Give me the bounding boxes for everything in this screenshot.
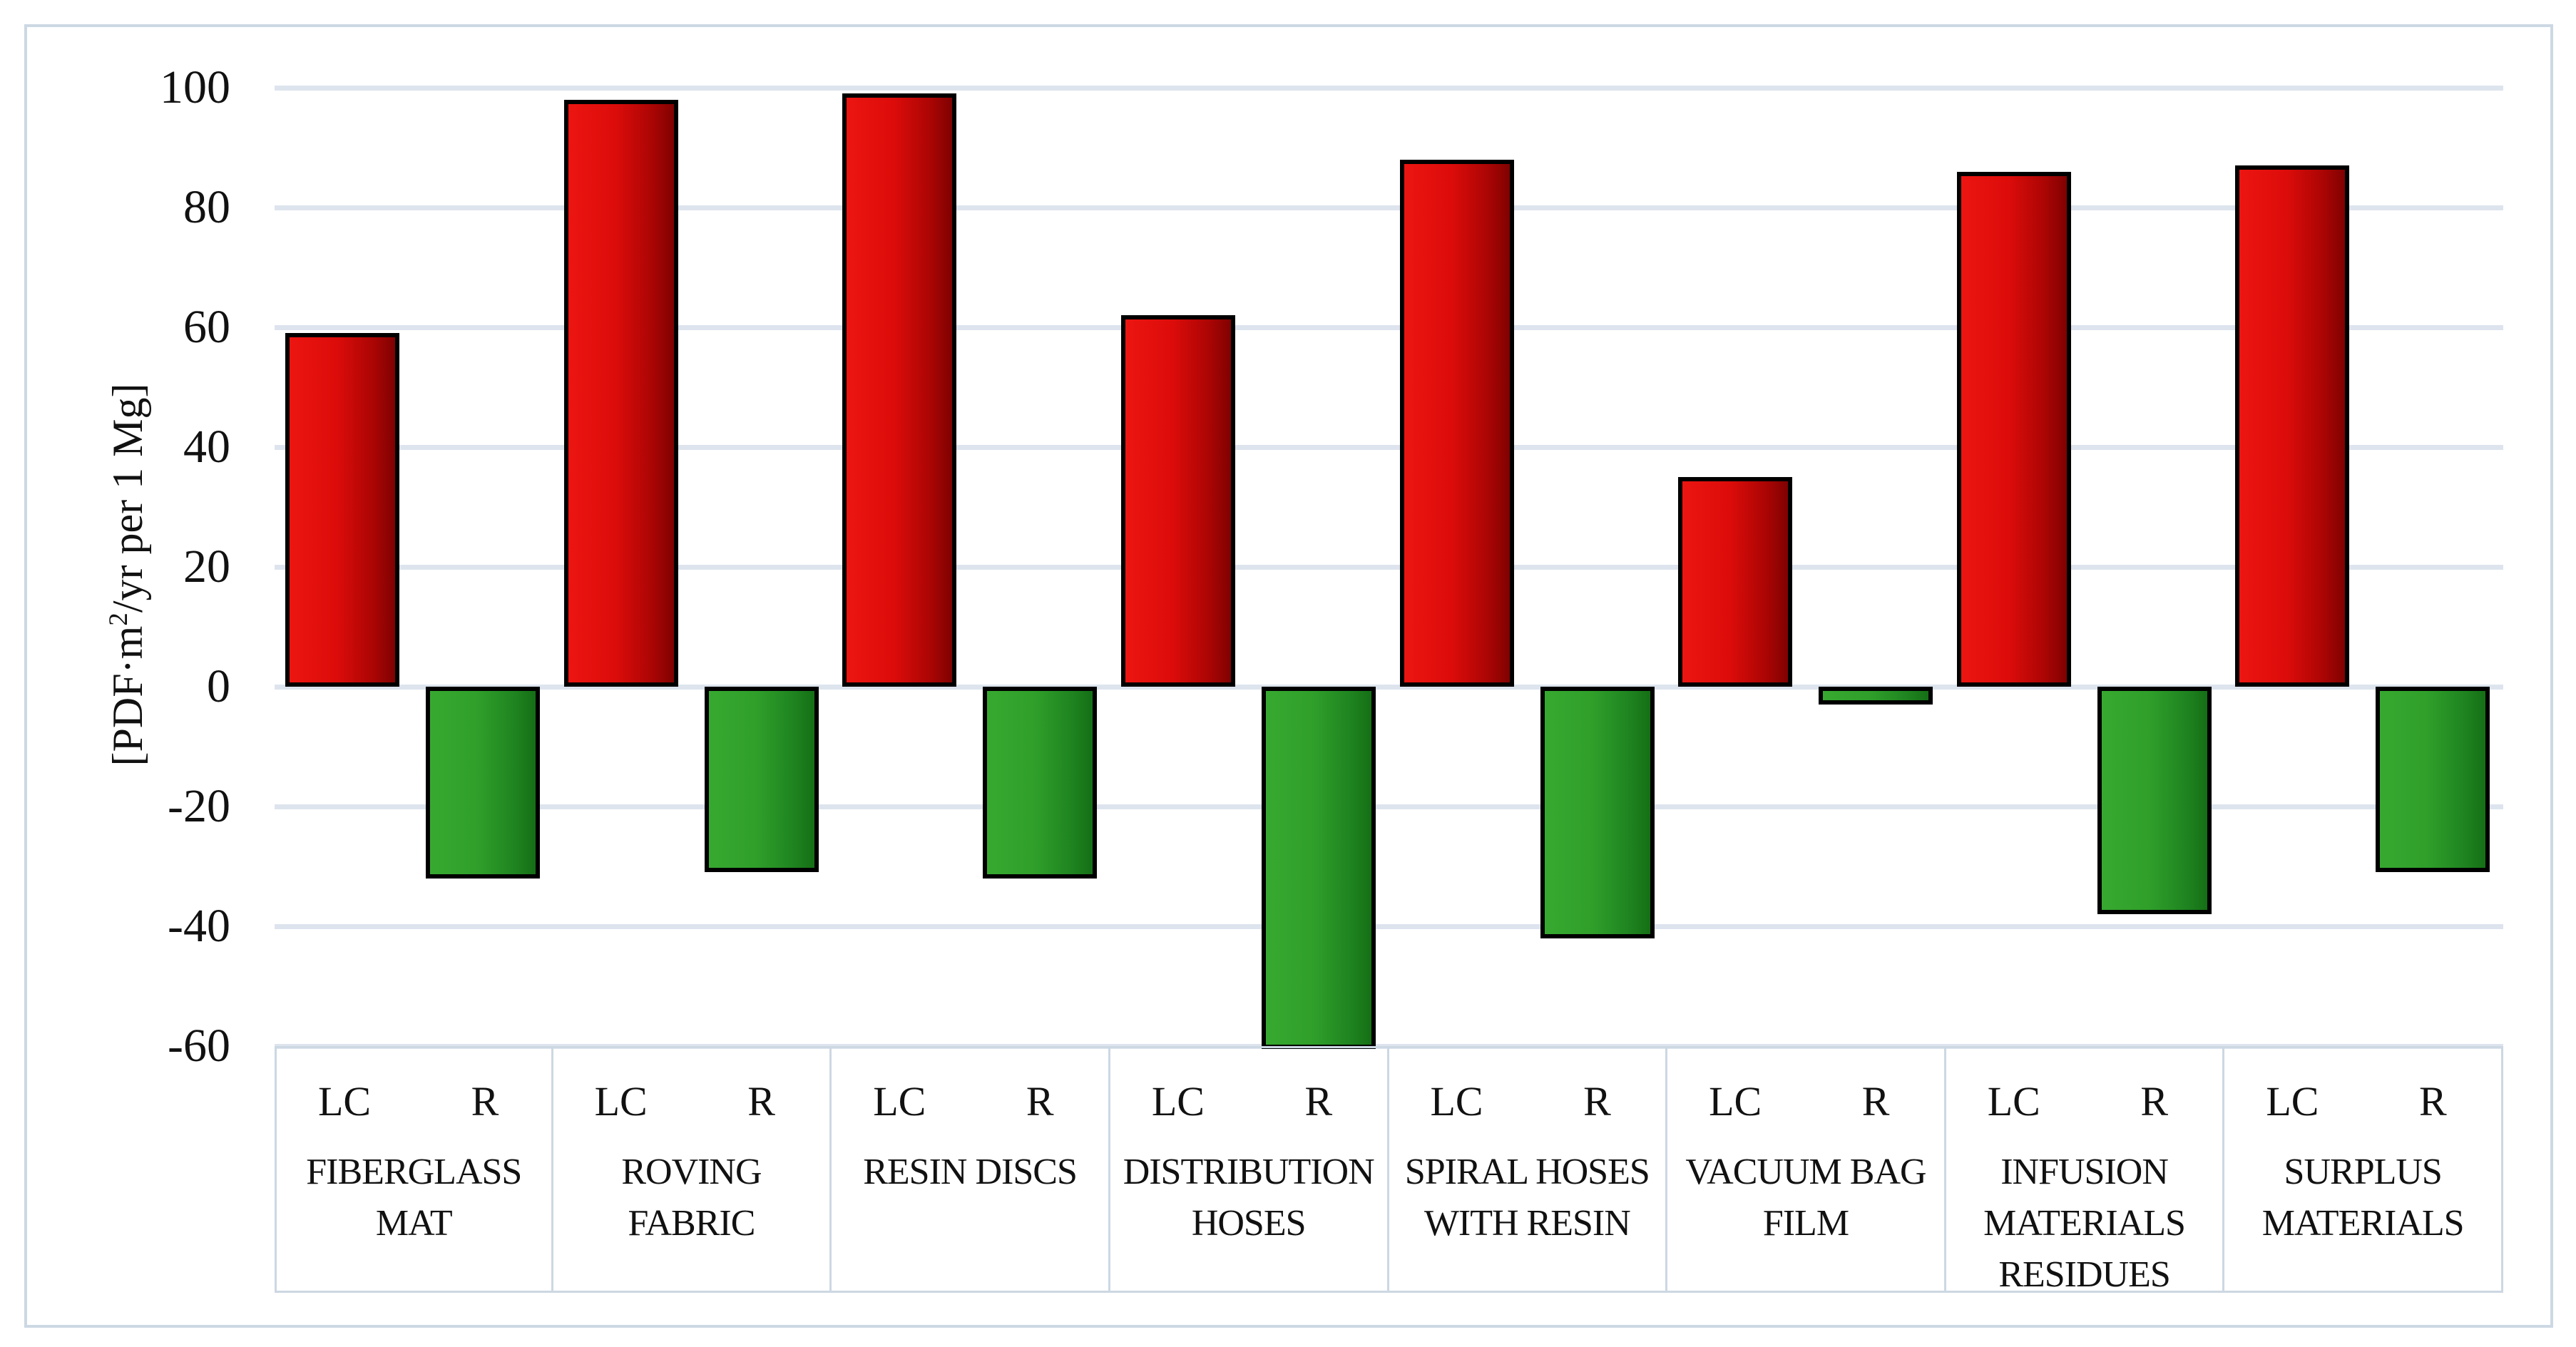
category-cell-1: LC R FIBERGLASS MAT (275, 1048, 553, 1291)
gridline-20 (275, 565, 2503, 570)
r-bar-6 (1819, 687, 1933, 705)
category-label-3: RESIN DISCS (836, 1147, 1104, 1198)
gridline-40 (275, 445, 2503, 450)
chart-figure: [PDF·m2/yr per 1 Mg] 100 80 60 40 20 0 -20 -40-… (24, 24, 2553, 1328)
category-label-line: FIBERGLASS (306, 1152, 522, 1192)
category-label-line: DISTRIBUTION (1123, 1152, 1375, 1192)
r-bar-1 (426, 687, 540, 879)
lc-series-label-6: LC (1709, 1078, 1762, 1125)
y-tick-label-100: 100 (160, 61, 230, 113)
category-label-line: ROVING (621, 1152, 762, 1192)
category-label-5: SPIRAL HOSES WITH RESIN (1394, 1147, 1662, 1249)
r-series-label-1: R (471, 1078, 499, 1125)
r-series-label-5: R (1583, 1078, 1611, 1125)
category-cell-4: LC R DISTRIBUTION HOSES (1110, 1048, 1389, 1291)
lc-bar-8 (2235, 165, 2350, 687)
lc-series-label-2: LC (594, 1078, 648, 1125)
y-tick-label--40: -40 (168, 900, 230, 952)
y-tick-label-60: 60 (183, 301, 230, 353)
gridline-0 (275, 685, 2503, 690)
category-cell-7: LC R INFUSION MATERIALS RESIDUES (1946, 1048, 2225, 1295)
category-label-2: ROVING FABRIC (558, 1147, 826, 1249)
category-label-line: MATERIALS (1983, 1203, 2186, 1244)
y-tick-label-40: 40 (183, 421, 230, 473)
y-tick-label-80: 80 (183, 181, 230, 233)
lc-bar-5 (1399, 159, 1514, 687)
r-series-label-2: R (747, 1078, 775, 1125)
r-series-label-8: R (2419, 1078, 2447, 1125)
category-axis: LC R FIBERGLASS MAT LC R ROVING FABRIC LC R RESIN … (275, 1046, 2503, 1295)
category-cell-2: LC R ROVING FABRIC (553, 1048, 832, 1291)
r-bar-3 (983, 687, 1098, 879)
category-cell-3: LC R RESIN DISCS (832, 1048, 1110, 1291)
category-label-6: VACUUM BAG FILM (1672, 1147, 1940, 1249)
category-label-line: FILM (1762, 1203, 1849, 1244)
y-axis-title-superscript: 2 (104, 613, 133, 626)
gridline-60 (275, 325, 2503, 330)
r-bar-5 (1540, 687, 1655, 938)
category-label-line: VACUUM BAG (1685, 1152, 1926, 1192)
category-label-line: RESIDUES (1998, 1254, 2170, 1295)
r-bar-8 (2376, 687, 2490, 873)
category-label-line: SURPLUS (2284, 1152, 2443, 1192)
lc-bar-7 (1956, 171, 2071, 687)
gridline-80 (275, 205, 2503, 210)
y-tick-label-20: 20 (183, 541, 230, 593)
category-cell-5: LC R SPIRAL HOSES WITH RESIN (1389, 1048, 1668, 1291)
gridline-100 (275, 86, 2503, 91)
lc-bar-1 (285, 333, 399, 687)
lc-series-label-8: LC (2266, 1078, 2319, 1125)
r-series-label-4: R (1304, 1078, 1333, 1125)
r-bar-2 (704, 687, 819, 873)
lc-series-label-7: LC (1987, 1078, 2040, 1125)
r-series-label-7: R (2140, 1078, 2169, 1125)
y-tick-label--20: -20 (168, 780, 230, 832)
category-label-line: RESIN DISCS (863, 1152, 1078, 1192)
gridline--20 (275, 804, 2503, 809)
r-bar-4 (1261, 687, 1376, 1050)
lc-bar-2 (563, 99, 678, 687)
category-label-1: FIBERGLASS MAT (281, 1147, 547, 1249)
y-tick-label--60: -60 (168, 1020, 230, 1072)
r-series-label-6: R (1861, 1078, 1890, 1125)
category-label-line: WITH RESIN (1424, 1203, 1631, 1244)
category-label-4: DISTRIBUTION HOSES (1115, 1147, 1383, 1249)
lc-series-label-3: LC (873, 1078, 926, 1125)
category-label-line: FABRIC (628, 1203, 755, 1244)
category-label-line: SPIRAL HOSES (1404, 1152, 1650, 1192)
y-tick-label-0: 0 (207, 660, 230, 712)
lc-bar-3 (842, 93, 957, 687)
category-label-line: MATERIALS (2261, 1203, 2465, 1244)
category-label-8: SURPLUS MATERIALS (2229, 1147, 2497, 1249)
category-label-line: INFUSION (2000, 1152, 2169, 1192)
gridline--40 (275, 924, 2503, 929)
lc-series-label-4: LC (1151, 1078, 1205, 1125)
r-series-label-3: R (1026, 1078, 1054, 1125)
category-label-line: MAT (375, 1203, 453, 1244)
category-label-7: INFUSION MATERIALS RESIDUES (1951, 1147, 2219, 1301)
lc-series-label-5: LC (1430, 1078, 1483, 1125)
category-cell-8: LC R SURPLUS MATERIALS (2224, 1048, 2503, 1291)
lc-series-label-1: LC (317, 1078, 372, 1125)
lc-bar-4 (1120, 315, 1235, 687)
lc-bar-6 (1678, 477, 1793, 687)
r-bar-7 (2097, 687, 2212, 915)
plot-area (275, 86, 2503, 1050)
category-cell-6: LC R VACUUM BAG FILM (1667, 1048, 1946, 1291)
category-label-line: HOSES (1191, 1203, 1307, 1244)
